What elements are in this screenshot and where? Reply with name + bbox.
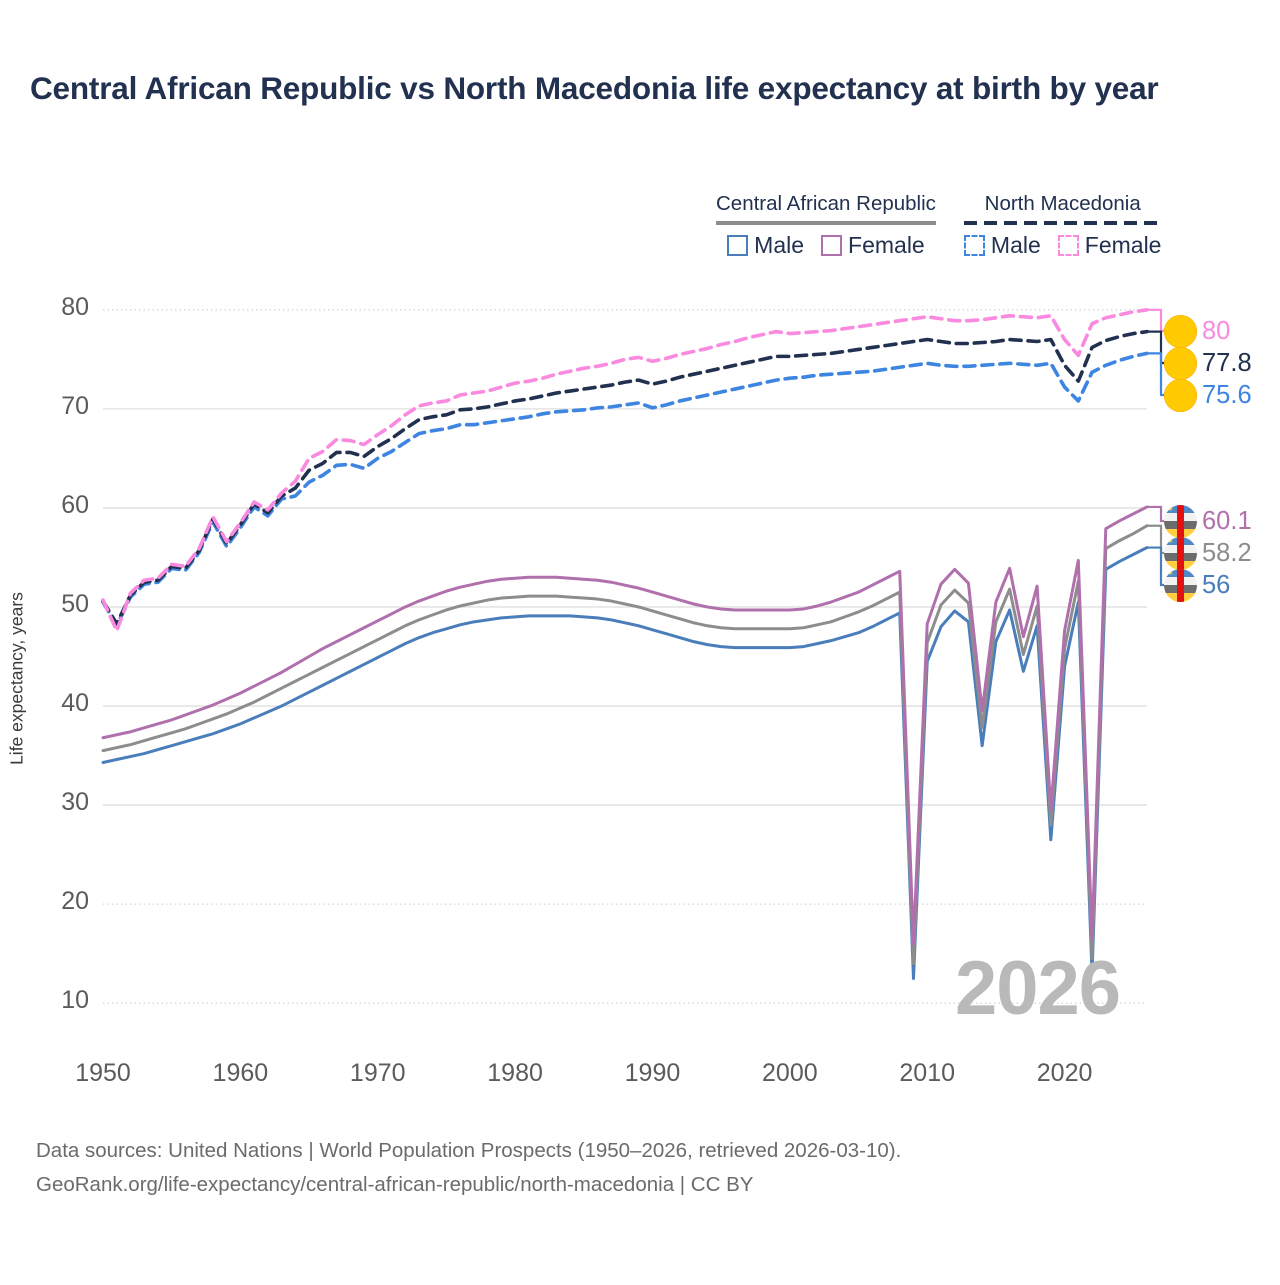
y-axis-title: Life expectancy, years [6,592,27,765]
x-tick-label: 1960 [212,1059,269,1087]
y-tick-label: 20 [61,887,89,916]
legend-item-mk-male[interactable]: Male [963,232,1041,259]
legend-item-mk-female[interactable]: Female [1057,232,1162,259]
series-line [101,505,1149,946]
series-line [101,524,1149,966]
legend-rule-dashed [963,221,1162,225]
end-label-value: 75.6 [1202,380,1252,409]
legend-label-car-male: Male [754,232,805,258]
legend-label-mk-female: Female [1084,232,1162,258]
legend-rule-solid [716,221,936,225]
end-label-value: 56 [1202,570,1231,599]
north-macedonia-flag-icon [1164,378,1197,412]
footer-line-2: GeoRank.org/life-expectancy/central-afri… [36,1173,754,1197]
end-label-north-macedonia-male: 75.6 [1164,378,1252,412]
x-tick-label: 1970 [349,1059,406,1087]
central-african-republic-flag-icon [1164,504,1197,538]
x-tick-label: 1980 [487,1059,543,1087]
series-line [101,546,1149,980]
series-line [101,329,1149,626]
legend-group-title-mk: North Macedonia [984,192,1141,215]
chart-legend: Central African Republic Male Female Nor… [716,192,1246,259]
footer-line-1: Data sources: United Nations | World Pop… [36,1139,902,1162]
legend-group-mk: North Macedonia Male Female [963,192,1162,259]
x-tick-label: 1990 [624,1059,681,1087]
legend-label-car-female: Female [848,232,925,258]
end-label-north-macedonia-female: 80 [1164,314,1230,348]
end-label-central-african-republic-male: 56 [1164,568,1230,602]
legend-group-car: Central African Republic Male Female [716,192,936,259]
x-tick-label: 2000 [762,1059,818,1087]
central-african-republic-flag-icon [1164,536,1197,570]
x-tick-label: 1950 [75,1059,131,1087]
y-tick-label: 10 [61,986,89,1015]
year-watermark: 2026 [955,946,1121,1031]
y-tick-label: 70 [61,391,89,420]
end-label-north-macedonia-total: 77.8 [1164,346,1252,380]
y-tick-label: 40 [61,689,89,718]
central-african-republic-flag-icon [1164,568,1197,602]
y-tick-label: 60 [61,490,89,519]
legend-swatch-mk-male [963,235,985,256]
x-tick-label: 2020 [1036,1059,1093,1087]
series-line [101,351,1149,628]
end-label-central-african-republic-female: 60.1 [1164,504,1252,538]
series-line [101,308,1149,633]
north-macedonia-flag-icon [1164,346,1197,380]
end-label-value: 77.8 [1202,348,1252,377]
y-tick-label: 80 [61,292,89,321]
x-tick-label: 2010 [899,1059,956,1087]
legend-group-title-car: Central African Republic [716,192,936,215]
end-label-value: 58.2 [1202,538,1252,567]
end-label-value: 60.1 [1202,506,1252,535]
legend-item-car-female[interactable]: Female [821,232,925,259]
end-label-value: 80 [1202,316,1231,345]
page-title: Central African Republic vs North Macedo… [30,70,1159,106]
legend-swatch-car-male [727,235,749,256]
legend-swatch-car-female [821,235,843,256]
y-tick-label: 50 [61,589,89,618]
end-label-central-african-republic-total: 58.2 [1164,536,1252,570]
legend-swatch-mk-female [1057,235,1079,256]
footer-attribution: Data sources: United Nations | World Pop… [36,1134,1236,1203]
y-tick-label: 30 [61,788,89,817]
legend-label-mk-male: Male [990,232,1041,258]
north-macedonia-flag-icon [1164,314,1197,348]
legend-item-car-male[interactable]: Male [727,232,804,259]
